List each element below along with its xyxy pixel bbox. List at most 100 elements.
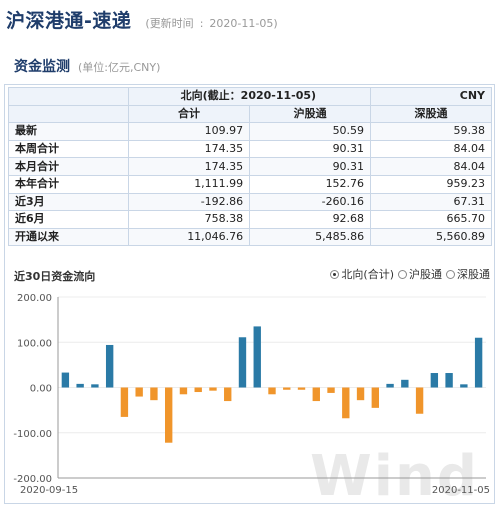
row-label: 本周合计 [8,139,129,159]
section-title: 资金监测 [14,59,70,75]
column-header-shenzhen: 深股通 [370,104,492,124]
cell-value: 665.70 [370,210,492,229]
cell-value: 5,485.86 [249,227,372,247]
chart-bar [474,337,483,388]
chart-bar [356,387,365,401]
cell-value: 5,560.89 [370,227,492,247]
radio-unselected-icon[interactable] [446,269,455,279]
chart-bar [342,387,350,419]
cell-value: 11,046.76 [127,227,251,247]
row-label: 最新 [8,122,129,141]
chart-bar [224,387,232,402]
cell-value: 92.68 [249,210,372,229]
radio-label: 深股通 [457,268,490,281]
table-row: 开通以来 11,046.76 5,485.86 5,560.89 [8,227,492,247]
chart-bar [297,387,306,390]
chart-bar [327,387,335,393]
cell-value: 152.76 [249,174,372,194]
y-tick-label: -100.00 [13,429,52,440]
radio-unselected-icon[interactable] [398,269,407,279]
y-tick-label: -200.00 [13,474,52,485]
table-row: 近3月 -192.86 -260.16 67.31 [8,192,492,212]
chart-bar [386,383,394,388]
table-row: 近6月 758.38 92.68 665.70 [8,210,492,229]
chart-bar [76,383,84,388]
y-tick-label: 200.00 [17,293,52,304]
cell-value: 758.38 [127,210,251,229]
cell-value: 90.31 [249,139,372,159]
cell-value: 1,111.99 [127,174,251,194]
chart-bar [150,387,158,401]
table-row: 本月合计 174.35 90.31 84.04 [8,157,492,176]
radio-label: 沪股通 [409,268,442,281]
chart-bar [209,387,217,391]
radio-shenzhen-connect[interactable]: 深股通 [446,266,490,282]
wind-watermark: Wind [310,444,479,509]
chart-bar [194,387,202,393]
column-header-shanghai: 沪股通 [249,104,372,124]
table-header-row: 合计 沪股通 深股通 [8,104,492,124]
update-date: 2020-11-05 [209,17,274,30]
row-label: 本年合计 [8,174,129,194]
fund-flow-chart: 200.00 100.00 0.00 -100.00 -200.002020-09-15… [13,293,490,496]
chart-bar [312,387,320,402]
chart-bar [91,384,99,388]
update-label: 更新时间 [149,17,194,30]
fund-flow-table: 北向(截止：2020-11-05) CNY 合计 沪股通 深股通 最新 109.… [8,87,492,247]
chart-bar [61,372,70,388]
y-tick-label: 100.00 [17,338,52,349]
table-row: 本年合计 1,111.99 152.76 959.23 [8,174,492,194]
cell-value: 84.04 [370,157,492,176]
cell-value: 109.97 [127,122,251,141]
table-row: 最新 109.97 50.59 59.38 [8,122,492,141]
cell-value: 90.31 [249,157,372,176]
row-label: 近3月 [8,192,129,212]
chart-bar [445,373,453,388]
chart-bar [415,387,424,414]
fund-monitor-panel: 北向(截止：2020-11-05) CNY 合计 沪股通 深股通 最新 109.… [4,84,495,504]
table-caption-row: 北向(截止：2020-11-05) CNY [8,87,492,106]
radio-label: 北向(合计) [341,268,394,281]
section-unit: (单位:亿元,CNY) [78,61,161,74]
x-end-label: 2020-11-05 [432,485,490,496]
page-header: 沪深港通-速递 (更新时间:2020-11-05) [6,6,278,34]
section-header: 资金监测 (单位:亿元,CNY) [14,56,160,76]
chart-bar [105,344,114,388]
chart-bar [120,387,129,417]
y-tick-label: 0.00 [30,384,52,395]
chart-bar [253,326,261,388]
page-title: 沪深港通-速递 [6,10,132,32]
chart-bar [165,387,173,443]
cell-value: 174.35 [127,139,251,159]
radio-shanghai-connect[interactable]: 沪股通 [398,266,442,282]
cell-value: 50.59 [249,122,372,141]
cell-value: 959.23 [370,174,492,194]
table-caption: 北向(截止：2020-11-05) [127,87,372,106]
chart-series-selector: 北向(合计) 沪股通 深股通 [326,266,490,282]
row-label: 本月合计 [8,157,129,176]
table-row: 本周合计 174.35 90.31 84.04 [8,139,492,159]
row-label: 近6月 [8,210,129,229]
chart-bar [179,387,188,395]
chart-bar [430,373,439,388]
radio-northbound-total[interactable]: 北向(合计) [330,266,394,282]
update-separator: : [199,17,204,30]
cell-value: -260.16 [249,192,372,212]
chart-bar [401,379,409,388]
cell-value: 59.38 [370,122,492,141]
table-currency: CNY [370,87,492,106]
x-start-label: 2020-09-15 [20,485,78,496]
chart-bar [135,387,143,397]
column-header-total: 合计 [127,104,251,124]
cell-value: 174.35 [127,157,251,176]
chart-bar [460,384,468,388]
chart-bar [283,387,291,390]
chart-bar [371,387,379,408]
row-label: 开通以来 [8,227,129,247]
chart-title: 近30日资金流向 [14,270,96,283]
cell-value: 67.31 [370,192,492,212]
cell-value: 84.04 [370,139,492,159]
update-info: (更新时间:2020-11-05) [145,17,278,30]
radio-selected-icon[interactable] [330,269,340,279]
chart-bar [238,337,247,388]
